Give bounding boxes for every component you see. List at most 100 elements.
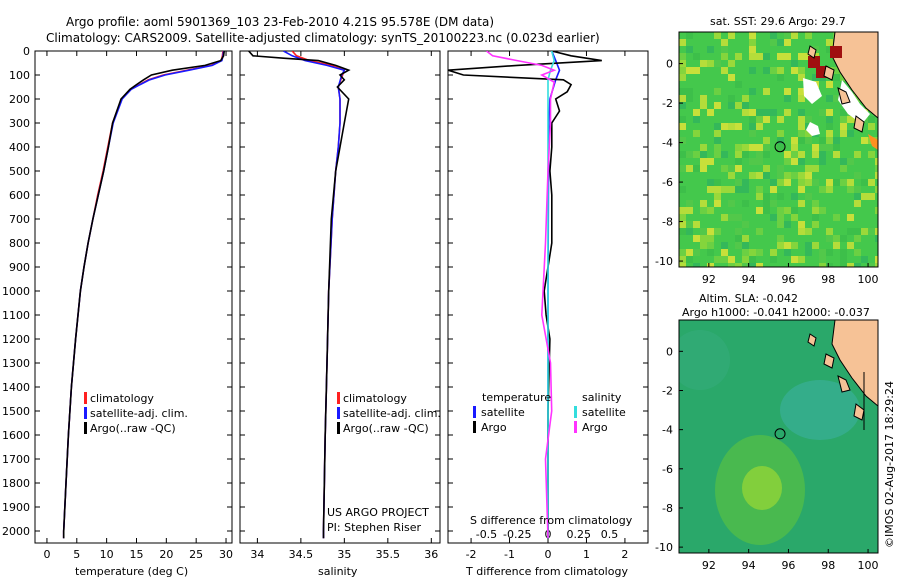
depth-tick-label: 200 — [9, 93, 30, 106]
sst-cell — [798, 88, 805, 95]
sst-cell — [763, 172, 770, 179]
sst-cell — [756, 123, 763, 130]
sst-cell — [791, 256, 798, 263]
sst-cell — [714, 200, 721, 207]
sst-cell — [826, 130, 833, 137]
sst-cell — [847, 130, 854, 137]
sst-cell — [693, 235, 700, 242]
sst-cell — [693, 130, 700, 137]
sst-cell — [679, 249, 686, 256]
sst-cell — [679, 88, 686, 95]
sst-cell — [833, 214, 840, 221]
difference-s-tick-label: -0.5 — [476, 528, 497, 541]
argo-position-marker — [774, 428, 786, 440]
sla-high-core — [742, 466, 782, 510]
sst-cell — [700, 158, 707, 165]
sla-island — [823, 353, 835, 369]
difference-t-tick-label: -2 — [466, 548, 477, 561]
sst-cell — [784, 39, 791, 46]
sst-cell — [798, 151, 805, 158]
sst-cell — [791, 214, 798, 221]
sst-cell — [700, 242, 707, 249]
series-line-argo — [62, 51, 225, 539]
sst-cell — [749, 249, 756, 256]
sla-map — [679, 320, 878, 553]
sst-cell — [686, 207, 693, 214]
sst-cell — [840, 116, 847, 123]
sst-cell — [840, 158, 847, 165]
sst-cell — [861, 193, 868, 200]
sst-cell — [840, 130, 847, 137]
legend-label: satellite — [582, 406, 626, 419]
sst-cell — [812, 214, 819, 221]
sst-cell — [854, 200, 861, 207]
sst-cell — [721, 242, 728, 249]
sst-cell — [847, 179, 854, 186]
sst-cell — [812, 221, 819, 228]
sst-cell — [791, 151, 798, 158]
temperature-x-tick-label: 25 — [189, 548, 203, 561]
sst-cell — [742, 263, 749, 267]
sst-cell — [777, 39, 784, 46]
sst-cell — [714, 102, 721, 109]
sst-cell — [686, 256, 693, 263]
sst-cell — [819, 256, 826, 263]
sst-cell — [721, 186, 728, 193]
sst-cell — [875, 207, 878, 214]
depth-tick-label: 1700 — [2, 453, 30, 466]
sst-cell — [791, 32, 798, 39]
project-name: US ARGO PROJECT — [327, 506, 429, 519]
sst-cell — [784, 221, 791, 228]
sst-cell — [770, 214, 777, 221]
sst-cell — [812, 200, 819, 207]
sst-cell — [875, 158, 878, 165]
sst-cell — [735, 214, 742, 221]
map-y-tick-label: -10 — [655, 541, 673, 554]
sst-cell — [791, 242, 798, 249]
figure-title-line2: Climatology: CARS2009. Satellite-adjuste… — [46, 31, 600, 45]
sst-cell — [833, 235, 840, 242]
sst-cell — [693, 263, 700, 267]
map-y-tick-label: -6 — [662, 176, 673, 189]
sst-cell — [840, 109, 847, 116]
sst-cell — [679, 186, 686, 193]
sst-cell — [693, 67, 700, 74]
sst-cell — [847, 214, 854, 221]
sst-map-title: sat. SST: 29.6 Argo: 29.7 — [710, 15, 846, 28]
sst-cell — [798, 158, 805, 165]
legend-swatch-s-argo — [574, 421, 577, 433]
series-line-s-satellite — [547, 51, 556, 539]
sst-cell — [679, 207, 686, 214]
sst-cell — [868, 116, 875, 123]
sst-cell — [833, 242, 840, 249]
sst-cell — [812, 74, 819, 81]
sst-cell — [826, 46, 833, 53]
sst-cell — [868, 123, 875, 130]
sst-cell — [721, 53, 728, 60]
difference-t-tick-label: 1 — [583, 548, 590, 561]
sst-cell — [728, 256, 735, 263]
sst-cell — [819, 137, 826, 144]
depth-tick-label: 1000 — [2, 285, 30, 298]
sst-cell — [840, 179, 847, 186]
sst-cell — [693, 109, 700, 116]
imos-credit: ©IMOS 02-Aug-2017 18:29:24 — [883, 381, 896, 548]
legend-swatch-s-satellite — [574, 406, 577, 418]
map-y-tick-label: -8 — [662, 216, 673, 229]
temperature-x-tick-label: 0 — [43, 548, 50, 561]
sst-cell — [840, 123, 847, 130]
depth-tick-label: 1800 — [2, 477, 30, 490]
sst-cell — [749, 46, 756, 53]
sla-low-region — [679, 330, 730, 390]
sst-cell — [749, 116, 756, 123]
sst-cell — [805, 32, 812, 39]
map-x-tick-label: 100 — [858, 273, 879, 286]
sst-cell — [784, 158, 791, 165]
temperature-x-tick-label: 30 — [219, 548, 233, 561]
sst-cell — [735, 235, 742, 242]
map-x-tick-label: 96 — [781, 559, 795, 572]
sst-cell — [819, 144, 826, 151]
sst-hot-cell — [830, 46, 842, 58]
legend-label: Argo(..raw -QC) — [343, 422, 429, 435]
sst-cell — [700, 207, 707, 214]
